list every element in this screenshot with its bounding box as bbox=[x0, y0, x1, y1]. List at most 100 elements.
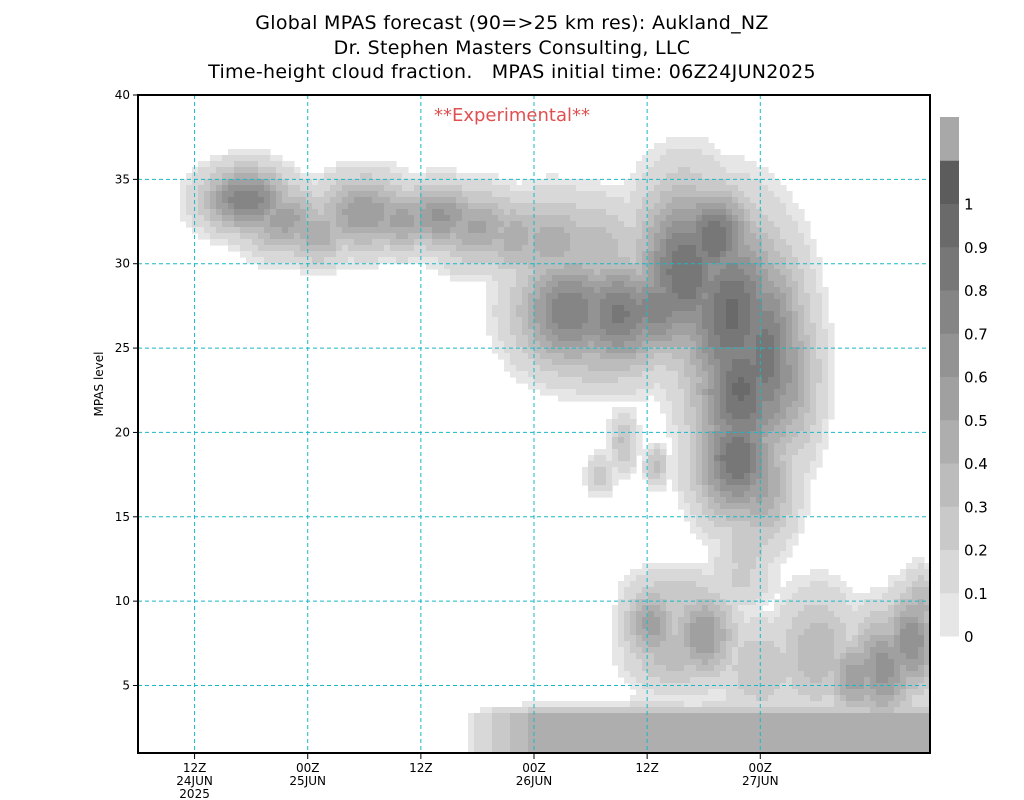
cloud-cell bbox=[636, 287, 643, 294]
cloud-cell bbox=[612, 353, 619, 360]
cloud-cell bbox=[564, 383, 571, 390]
cloud-cell bbox=[804, 497, 811, 504]
cloud-cell bbox=[786, 251, 793, 258]
cloud-cell bbox=[558, 377, 565, 384]
cloud-cell bbox=[636, 353, 643, 360]
cloud-cell bbox=[708, 215, 715, 222]
cloud-cell bbox=[744, 455, 751, 462]
cloud-cell bbox=[690, 443, 697, 450]
cloud-cell bbox=[714, 329, 721, 336]
cloud-cell bbox=[708, 299, 715, 306]
cloud-cell bbox=[810, 581, 817, 588]
cloud-cell bbox=[738, 551, 745, 558]
cloud-cell bbox=[768, 317, 775, 324]
cloud-cell bbox=[630, 317, 637, 324]
cloud-cell bbox=[732, 719, 739, 726]
cloud-cell bbox=[216, 233, 223, 240]
cloud-cell bbox=[810, 443, 817, 450]
cloud-cell bbox=[792, 269, 799, 276]
cloud-cell bbox=[624, 227, 631, 234]
cloud-cell bbox=[552, 719, 559, 726]
cloud-cell bbox=[786, 719, 793, 726]
cloud-cell bbox=[648, 473, 655, 480]
cloud-cell bbox=[324, 263, 331, 270]
cloud-cell bbox=[666, 707, 673, 714]
cloud-cell bbox=[654, 233, 661, 240]
cloud-cell bbox=[720, 401, 727, 408]
cloud-cell bbox=[732, 239, 739, 246]
cloud-cell bbox=[768, 419, 775, 426]
cloud-cell bbox=[660, 593, 667, 600]
cloud-cell bbox=[474, 221, 481, 228]
cloud-cell bbox=[324, 257, 331, 264]
cloud-cell bbox=[606, 437, 613, 444]
cloud-cell bbox=[492, 257, 499, 264]
cloud-cell bbox=[474, 239, 481, 246]
cloud-cell bbox=[510, 719, 517, 726]
cloud-cell bbox=[528, 749, 535, 753]
cloud-cell bbox=[564, 341, 571, 348]
cloud-cell bbox=[618, 653, 625, 660]
cloud-cell bbox=[702, 317, 709, 324]
cloud-cell bbox=[552, 257, 559, 264]
cloud-cell bbox=[798, 665, 805, 672]
cloud-cell bbox=[336, 203, 343, 210]
cloud-cell bbox=[504, 335, 511, 342]
cloud-cell bbox=[492, 239, 499, 246]
cloud-cell bbox=[564, 311, 571, 318]
cloud-cell bbox=[576, 281, 583, 288]
cloud-cell bbox=[738, 263, 745, 270]
cloud-cell bbox=[570, 335, 577, 342]
cloud-cell bbox=[270, 191, 277, 198]
cloud-cell bbox=[702, 743, 709, 750]
cloud-cell bbox=[732, 671, 739, 678]
cloud-cell bbox=[270, 161, 277, 168]
cloud-cell bbox=[738, 749, 745, 753]
cloud-cell bbox=[816, 569, 823, 576]
cloud-cell bbox=[240, 215, 247, 222]
cloud-cell bbox=[618, 737, 625, 744]
cloud-cell bbox=[648, 383, 655, 390]
cloud-cell bbox=[660, 299, 667, 306]
cloud-cell bbox=[810, 707, 817, 714]
cloud-cell bbox=[732, 563, 739, 570]
cloud-cell bbox=[720, 557, 727, 564]
cloud-cell bbox=[732, 677, 739, 684]
cloud-cell bbox=[228, 149, 235, 156]
cloud-cell bbox=[720, 473, 727, 480]
cloud-cell bbox=[702, 215, 709, 222]
cloud-cell bbox=[756, 341, 763, 348]
cloud-cell bbox=[516, 203, 523, 210]
cloud-cell bbox=[744, 503, 751, 510]
cloud-cell bbox=[726, 287, 733, 294]
cloud-cell bbox=[702, 239, 709, 246]
cloud-cell bbox=[696, 695, 703, 702]
cloud-cell bbox=[666, 623, 673, 630]
cloud-cell bbox=[696, 467, 703, 474]
cloud-cell bbox=[252, 221, 259, 228]
cloud-cell bbox=[786, 431, 793, 438]
cloud-cell bbox=[624, 413, 631, 420]
cloud-cell bbox=[756, 431, 763, 438]
cloud-cell bbox=[798, 683, 805, 690]
cloud-cell bbox=[762, 545, 769, 552]
cloud-cell bbox=[642, 695, 649, 702]
cloud-cell bbox=[612, 227, 619, 234]
cloud-cell bbox=[474, 275, 481, 282]
cloud-cell bbox=[672, 389, 679, 396]
cloud-cell bbox=[432, 173, 439, 180]
cloud-cell bbox=[618, 473, 625, 480]
cloud-cell bbox=[774, 275, 781, 282]
cloud-cell bbox=[738, 311, 745, 318]
cloud-cell bbox=[678, 155, 685, 162]
cloud-cell bbox=[528, 299, 535, 306]
cloud-cell bbox=[540, 221, 547, 228]
cloud-cell bbox=[792, 419, 799, 426]
cloud-cell bbox=[558, 185, 565, 192]
cloud-cell bbox=[576, 749, 583, 753]
cloud-cell bbox=[654, 377, 661, 384]
cloud-cell bbox=[450, 245, 457, 252]
cloud-cell bbox=[600, 269, 607, 276]
cloud-cell bbox=[744, 551, 751, 558]
cloud-cell bbox=[798, 209, 805, 216]
